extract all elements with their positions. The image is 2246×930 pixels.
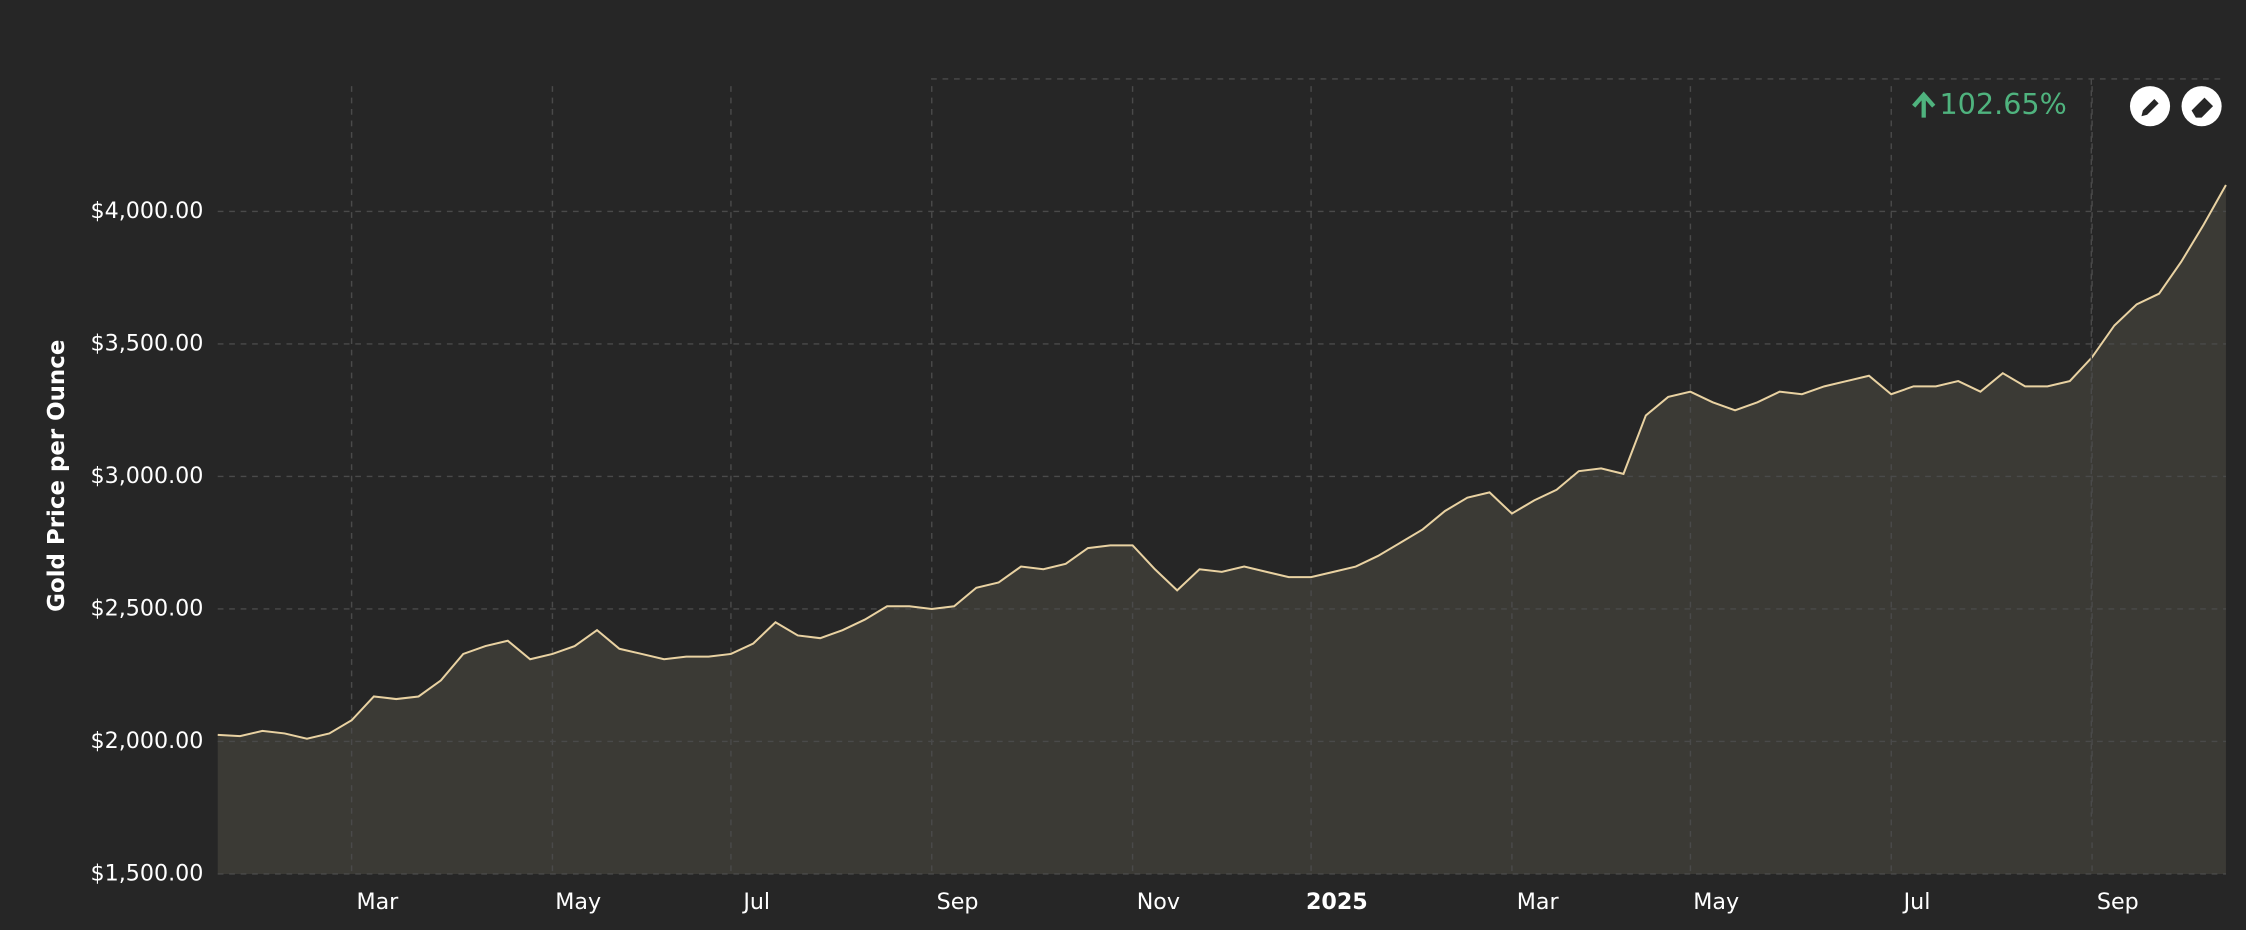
- y-tick-label: $3,000.00: [90, 463, 203, 489]
- x-tick-label: Sep: [937, 889, 979, 915]
- x-tick-label: May: [1693, 889, 1739, 915]
- y-tick-label: $3,500.00: [90, 330, 203, 356]
- x-tick-label: Sep: [2097, 889, 2139, 915]
- y-axis-label: Gold Price per Ounce: [44, 340, 70, 612]
- x-tick-label: Mar: [356, 889, 399, 915]
- y-tick-label: $4,000.00: [90, 198, 203, 224]
- x-tick-label: Jul: [1902, 889, 1931, 915]
- y-tick-label: $1,500.00: [90, 860, 203, 886]
- x-tick-label: Mar: [1517, 889, 1560, 915]
- price-line: [217, 184, 2227, 740]
- y-tick-label: $2,000.00: [90, 728, 203, 754]
- plot: $1,500.00 $2,000.00 $2,500.00 $3,000.00 $3,5…: [90, 86, 2227, 915]
- change-annotation: 102.65%: [1939, 87, 2066, 121]
- area: [217, 184, 2226, 874]
- x-tick-label: Jul: [741, 889, 770, 915]
- eraser-icon: [2191, 97, 2214, 118]
- x-tick-label: Nov: [1137, 889, 1180, 915]
- y-tick-label: $2,500.00: [90, 595, 203, 621]
- pencil-icon: [2141, 99, 2159, 117]
- x-tick-label: 2025: [1306, 889, 1368, 915]
- x-tick-label: May: [555, 889, 601, 915]
- erase-button[interactable]: [2181, 86, 2222, 127]
- up-arrow-icon: [1912, 91, 1936, 118]
- draw-button[interactable]: [2129, 86, 2171, 127]
